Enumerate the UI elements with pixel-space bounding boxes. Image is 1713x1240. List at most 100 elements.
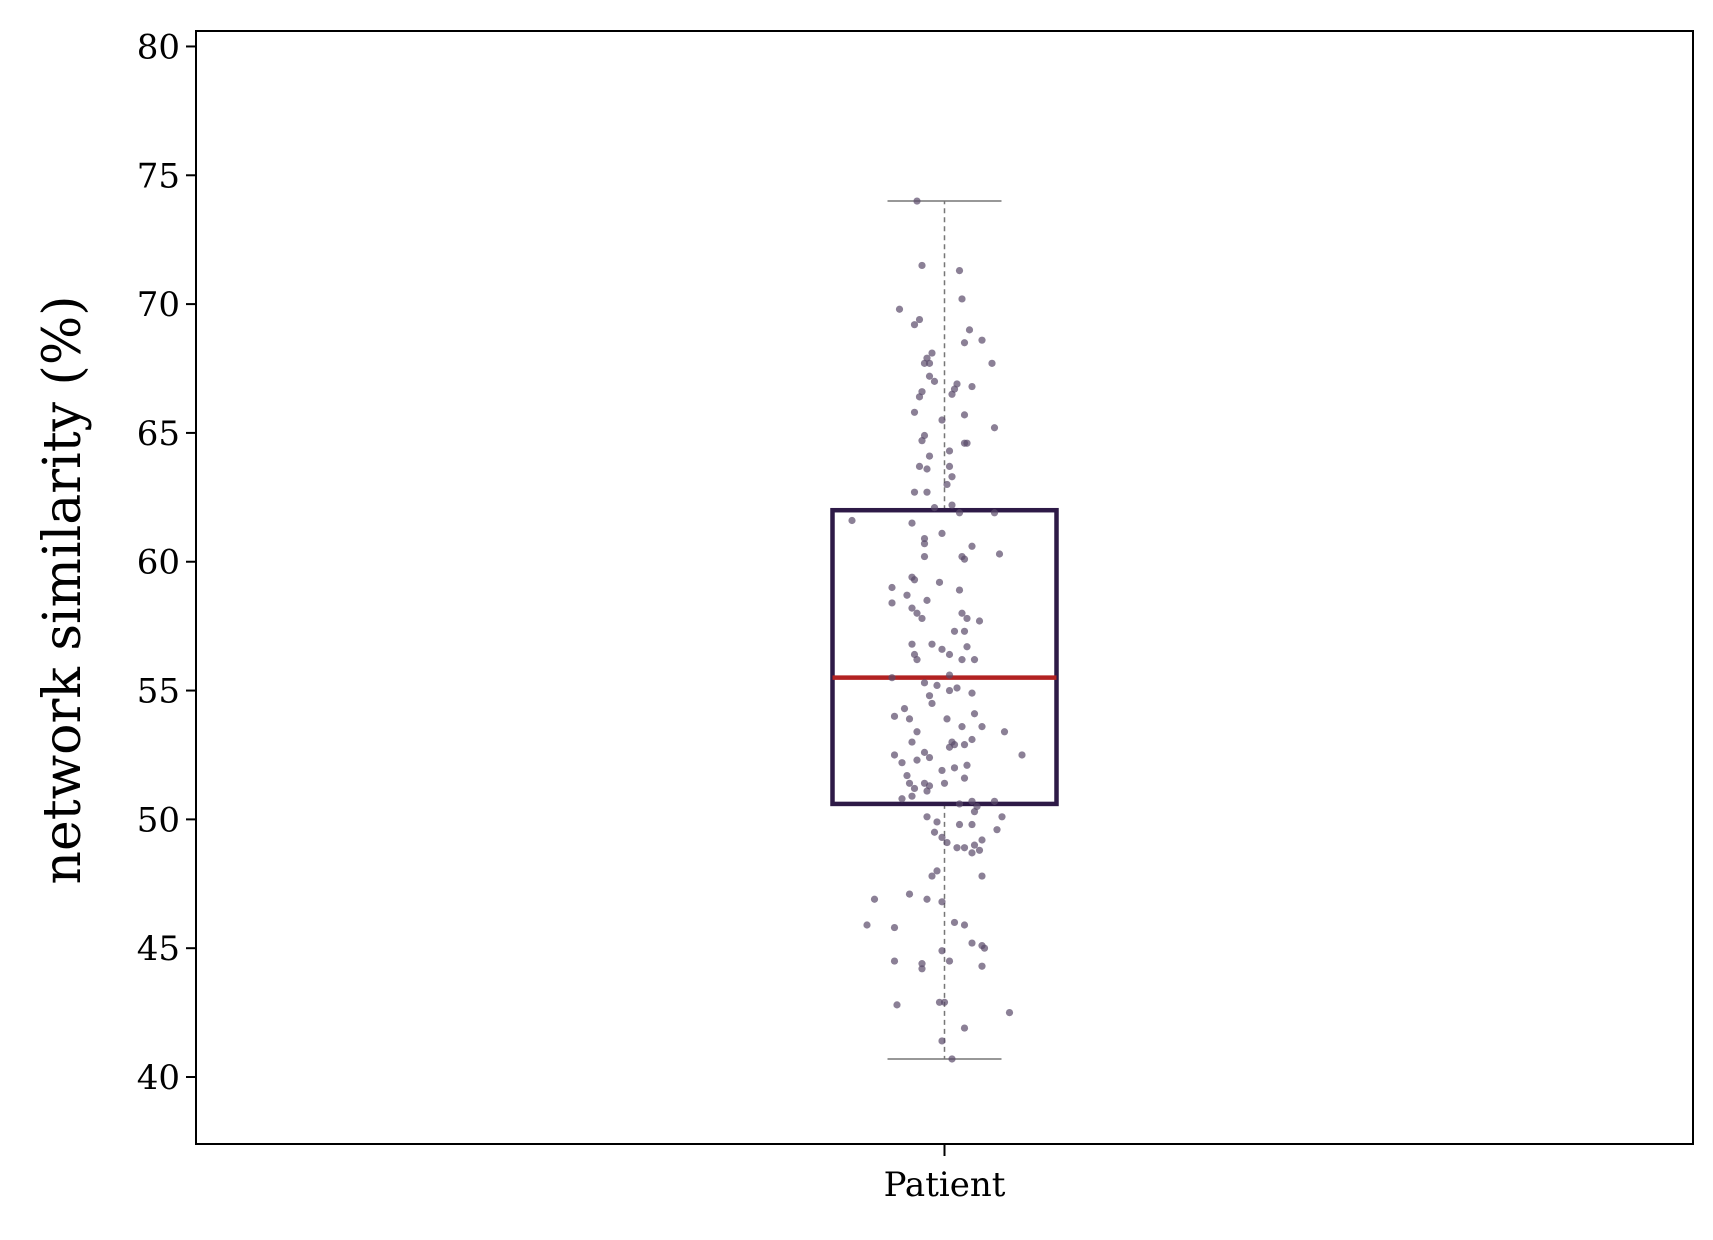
data-point (923, 787, 931, 795)
y-tick-label: 60 (137, 543, 180, 583)
data-point (908, 519, 916, 527)
data-point (913, 656, 921, 664)
data-points (848, 197, 1026, 1063)
data-point (895, 305, 904, 313)
y-tick-label: 80 (137, 27, 180, 67)
data-point (963, 439, 971, 447)
data-point (968, 735, 976, 744)
y-tick-label: 70 (137, 285, 180, 325)
data-point (930, 504, 939, 512)
data-point (938, 898, 946, 906)
data-point (943, 480, 951, 489)
data-point (968, 939, 976, 947)
data-point (920, 552, 929, 561)
data-point (948, 1055, 956, 1063)
x-axis: Patient (884, 1144, 1006, 1205)
data-point (918, 965, 926, 973)
data-point (975, 846, 984, 854)
data-point (965, 326, 974, 334)
data-point (945, 686, 954, 695)
data-point (960, 741, 969, 749)
data-point (920, 679, 929, 687)
data-point (920, 534, 929, 543)
data-point (905, 779, 914, 787)
data-point (960, 774, 969, 782)
data-point (968, 820, 976, 829)
data-point (970, 841, 979, 849)
data-point (910, 408, 919, 416)
data-point (908, 738, 916, 746)
data-point (890, 923, 899, 932)
data-point (925, 692, 934, 700)
data-point (955, 267, 964, 275)
data-point (995, 550, 1004, 558)
data-point (925, 452, 934, 460)
data-point (958, 656, 966, 664)
data-point (970, 808, 979, 816)
interquartile-box (830, 507, 1059, 807)
data-point (933, 818, 941, 826)
data-point (953, 844, 961, 852)
data-point (923, 813, 931, 821)
data-point (955, 800, 964, 808)
data-point (903, 771, 911, 780)
data-point (960, 411, 969, 419)
data-point (950, 627, 959, 635)
data-point (963, 643, 971, 651)
data-point (910, 576, 919, 584)
data-point (978, 872, 986, 880)
data-point (988, 359, 996, 367)
data-point (928, 640, 936, 648)
data-point (900, 704, 909, 713)
data-point (978, 942, 986, 950)
data-point (960, 1024, 969, 1032)
data-point (938, 416, 946, 424)
data-point (928, 699, 936, 708)
data-point (848, 516, 856, 525)
data-point (923, 465, 931, 473)
data-point (918, 960, 926, 968)
data-point (898, 795, 906, 803)
y-tick-label: 40 (137, 1058, 180, 1098)
data-point (938, 645, 946, 653)
data-point (938, 766, 946, 775)
y-tick-label: 45 (137, 929, 180, 969)
data-point (918, 614, 926, 623)
data-point (928, 872, 936, 880)
data-point (978, 962, 986, 970)
data-point (888, 599, 896, 607)
data-point (978, 723, 986, 731)
data-point (975, 617, 984, 625)
data-point (918, 261, 926, 270)
data-point (908, 604, 916, 612)
data-point (990, 509, 999, 517)
data-point (933, 867, 941, 875)
data-point (933, 681, 941, 690)
data-point (935, 578, 944, 586)
data-point (925, 753, 934, 762)
data-point (913, 728, 921, 736)
data-point (945, 743, 954, 751)
data-point (905, 715, 914, 723)
data-point (958, 609, 966, 617)
y-tick-label: 50 (137, 800, 180, 840)
data-point (938, 1037, 946, 1045)
data-point (945, 957, 954, 965)
data-point (993, 826, 1001, 834)
y-tick-label: 55 (137, 672, 180, 712)
data-point (960, 627, 969, 635)
data-point (908, 640, 916, 648)
data-point (968, 797, 976, 805)
data-point (955, 820, 964, 829)
data-point (960, 555, 969, 563)
data-point (890, 957, 899, 965)
data-point (925, 359, 934, 367)
data-point (940, 998, 949, 1006)
data-point (948, 473, 956, 481)
data-point (908, 792, 916, 800)
data-point (923, 488, 931, 496)
data-point (938, 947, 946, 955)
data-point (1018, 751, 1026, 759)
data-point (953, 684, 961, 692)
